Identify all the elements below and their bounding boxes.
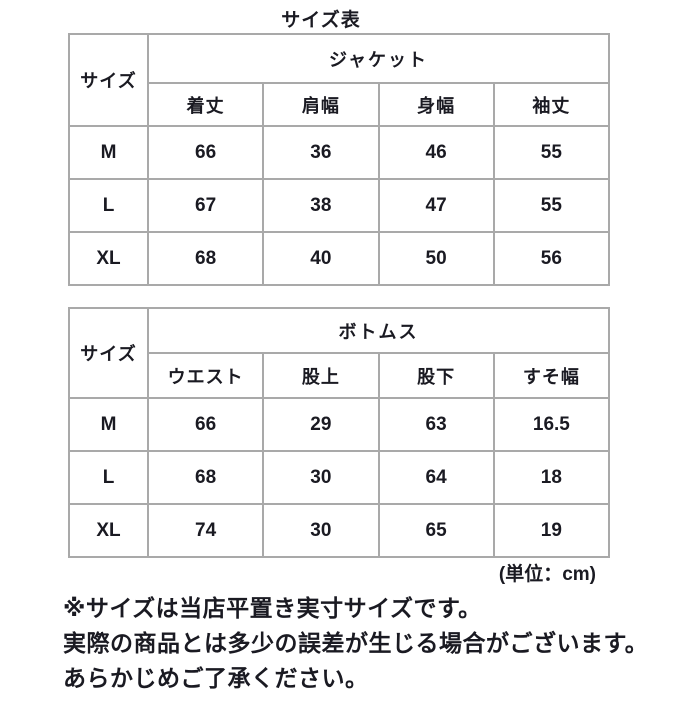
jacket-row-xl: XL 68 40 50 56 — [68, 231, 611, 286]
measure-value: 46 — [377, 125, 495, 180]
column-header-hem-width: すそ幅 — [492, 352, 611, 399]
measure-value: 66 — [146, 125, 265, 180]
jacket-header-row: サイズ ジャケット — [68, 33, 610, 127]
column-header-waist: ウエスト — [146, 352, 265, 399]
measure-value: 68 — [146, 450, 265, 505]
column-header-body-width: 身幅 — [377, 82, 495, 127]
size-label: XL — [68, 503, 149, 558]
jacket-size-table: サイズ ジャケット 着丈 肩幅 身幅 袖丈 M 66 36 46 55 L 67… — [68, 33, 611, 286]
bottoms-group-header: ボトムス — [147, 307, 610, 354]
unit-note: (単位：cm) — [498, 564, 596, 585]
bottoms-header-row: サイズ ボトムス — [68, 307, 610, 399]
disclaimer-line-1: ※サイズは当店平置き実寸サイズです。 — [63, 595, 482, 621]
bottoms-row-l: L 68 30 64 18 — [68, 450, 611, 505]
size-disclaimer: ※サイズは当店平置き実寸サイズです。 実際の商品とは多少の誤差が生じる場合がござ… — [63, 591, 700, 696]
bottoms-measure-header-row: ウエスト 股上 股下 すそ幅 — [69, 352, 611, 399]
measure-value: 67 — [146, 178, 265, 233]
column-header-rise: 股上 — [262, 352, 380, 399]
size-column-header: サイズ — [68, 33, 149, 127]
jacket-measure-header-row: 着丈 肩幅 身幅 袖丈 — [69, 82, 611, 127]
measure-value: 29 — [262, 397, 380, 452]
measure-value: 56 — [492, 231, 611, 286]
measure-value: 47 — [377, 178, 495, 233]
measure-value: 38 — [262, 178, 380, 233]
jacket-row-l: L 67 38 47 55 — [68, 178, 611, 233]
measure-value: 30 — [262, 450, 380, 505]
column-header-shoulder-width: 肩幅 — [262, 82, 380, 127]
bottoms-size-table: サイズ ボトムス ウエスト 股上 股下 すそ幅 M 66 29 63 16.5 … — [68, 307, 611, 558]
measure-value: 55 — [492, 178, 611, 233]
column-header-inseam: 股下 — [377, 352, 495, 399]
size-label: M — [68, 125, 149, 180]
measure-value: 65 — [377, 503, 495, 558]
jacket-group-header: ジャケット — [147, 33, 610, 84]
size-label: M — [68, 397, 149, 452]
measure-value: 50 — [377, 231, 495, 286]
measure-value: 36 — [262, 125, 380, 180]
jacket-row-m: M 66 36 46 55 — [68, 125, 611, 180]
bottoms-row-m: M 66 29 63 16.5 — [68, 397, 611, 452]
bottoms-row-xl: XL 74 30 65 19 — [68, 503, 611, 558]
size-label: XL — [68, 231, 149, 286]
measure-value: 64 — [377, 450, 495, 505]
measure-value: 18 — [492, 450, 611, 505]
size-label: L — [68, 178, 149, 233]
measure-value: 40 — [262, 231, 380, 286]
size-column-header: サイズ — [68, 307, 149, 399]
measure-value: 74 — [146, 503, 265, 558]
measure-value: 66 — [146, 397, 265, 452]
disclaimer-line-3: あらかじめご了承ください。 — [63, 665, 369, 691]
disclaimer-line-2: 実際の商品とは多少の誤差が生じる場合がございます。 — [63, 630, 649, 656]
measure-value: 19 — [492, 503, 611, 558]
measure-value: 55 — [492, 125, 611, 180]
measure-value: 63 — [377, 397, 495, 452]
column-header-body-length: 着丈 — [146, 82, 265, 127]
size-chart-title: サイズ表 — [281, 10, 361, 31]
column-header-sleeve-length: 袖丈 — [492, 82, 611, 127]
measure-value: 16.5 — [492, 397, 611, 452]
measure-value: 68 — [146, 231, 265, 286]
measure-value: 30 — [262, 503, 380, 558]
size-label: L — [68, 450, 149, 505]
